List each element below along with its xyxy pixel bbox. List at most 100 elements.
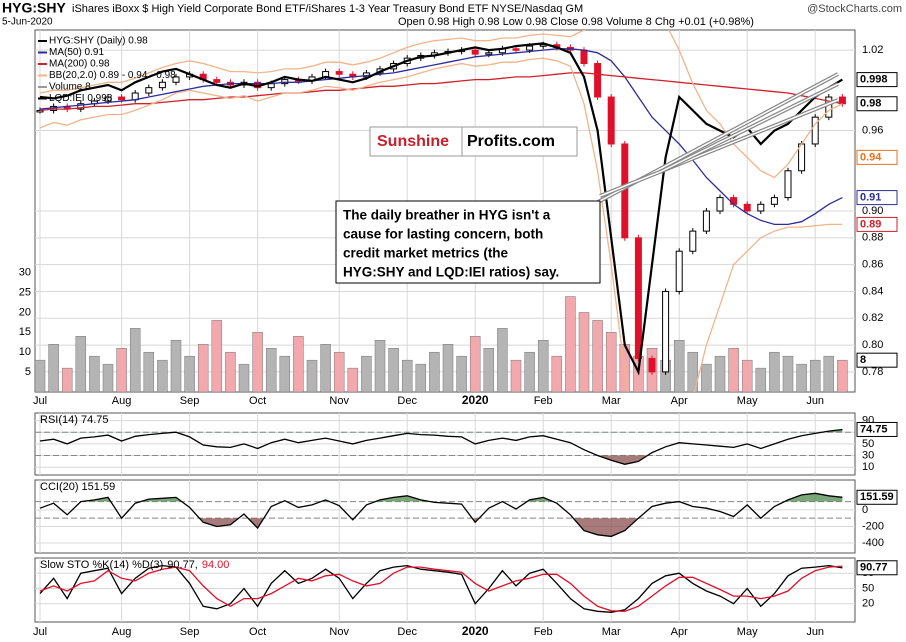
y-tick-label: -200 — [862, 520, 884, 532]
panel-title: Slow STO %K(14) %D(3) — [40, 559, 163, 571]
candle — [281, 79, 289, 85]
y-tick-label: 0 — [862, 504, 868, 516]
volume-bar — [401, 359, 413, 392]
candle — [335, 71, 343, 75]
volume-bar — [687, 351, 699, 392]
watermark-left: Sunshine — [377, 133, 449, 150]
value-tag-box — [856, 96, 898, 112]
volume-bar — [184, 355, 195, 392]
value-tag-box — [856, 421, 898, 437]
quote: Open 0.98 High 0.98 Low 0.98 Close 0.98 … — [398, 16, 754, 28]
candle — [104, 96, 112, 102]
candle — [485, 52, 493, 55]
x-tick-label: Sep — [180, 626, 200, 638]
value-tag-box — [856, 190, 898, 206]
x-tick-label: 2020 — [462, 624, 489, 638]
volume-bar — [755, 367, 767, 392]
y2-tick-label: 25 — [19, 286, 31, 298]
annotation: The daily breather in HYG isn't a cause … — [335, 200, 601, 284]
x-tick-label: Dec — [397, 395, 417, 407]
volume-bar — [578, 312, 590, 392]
series-group — [39, 564, 843, 613]
candle — [594, 63, 602, 98]
volume-bar — [265, 347, 277, 392]
symbol: HYG:SHY — [2, 0, 66, 16]
description: iShares iBoxx $ High Yield Corporate Bon… — [72, 3, 583, 15]
value-tag: 90.77 — [860, 562, 888, 574]
annotation-line: credit market metrics (the — [343, 246, 509, 261]
volume-bar — [796, 363, 807, 392]
annotation-line: HYG:SHY and LQD:IEI ratios) say. — [343, 265, 559, 280]
volume-bar — [551, 355, 563, 392]
candle — [689, 230, 697, 252]
candle — [526, 45, 534, 51]
series-line — [39, 48, 843, 226]
y-tick-label: 0.88 — [862, 232, 883, 244]
y-tick-label: 30 — [862, 449, 874, 461]
volume-bar — [497, 328, 508, 392]
y2-tick-label: 15 — [19, 326, 31, 338]
value-tag: 74.75 — [860, 423, 888, 435]
volume-bar — [701, 363, 712, 392]
legend-entry: 90.77, — [167, 559, 198, 571]
series-group — [39, 428, 843, 465]
y2-tick-label: 10 — [19, 346, 31, 358]
x-tick-label: Oct — [249, 626, 266, 638]
panel-title: CCI(20) 151.59 — [40, 481, 115, 493]
x-tick-label: Feb — [534, 626, 553, 638]
volume-bar — [741, 359, 753, 392]
value-tag-box — [856, 560, 898, 576]
volume-bar — [252, 332, 263, 392]
volume-bar — [306, 359, 318, 392]
x-tick-label: Aug — [112, 395, 132, 407]
candle — [471, 49, 479, 55]
legend-entry: LQD:IEI 0.998 — [49, 93, 113, 104]
band-fill — [121, 518, 761, 537]
panel-title: RSI(14) 74.75 — [40, 414, 108, 426]
volume-bar — [605, 332, 617, 392]
x-tick-label: Jun — [806, 395, 824, 407]
series-line — [39, 492, 843, 538]
candle — [36, 109, 44, 113]
value-tag: 0.98 — [860, 98, 881, 110]
y-tick-label: 0.90 — [862, 205, 883, 217]
x-tick-label: Oct — [249, 395, 266, 407]
volume-bar — [429, 351, 440, 392]
volume-bar — [48, 344, 59, 392]
volume-bar — [469, 336, 481, 392]
plot-area: 0.78 0.80 0.82 0.84 0.86 0.88 0.90 0.96 1.02 5 10 1… — [19, 29, 884, 623]
y-tick-label: 0.86 — [862, 259, 883, 271]
x-tick-label: Mar — [602, 626, 621, 638]
y-tick-label: 0.80 — [862, 339, 883, 351]
x-tick-label: Apr — [671, 626, 688, 638]
candle — [825, 96, 833, 118]
volume-bar — [456, 355, 467, 392]
volume-bar — [524, 351, 535, 392]
watermark-box — [369, 126, 578, 157]
y2-tick-label: 30 — [19, 267, 31, 279]
series-line — [39, 72, 843, 112]
watermark-right: Profits.com — [467, 133, 555, 150]
y-tick-label: 10 — [862, 461, 874, 473]
date: 5-Jun-2020 — [2, 17, 53, 28]
annotation-line: The daily breather in HYG isn't a — [343, 208, 551, 223]
volume-bar — [102, 363, 114, 392]
candle — [118, 96, 126, 101]
y-tick-label: 0.82 — [862, 312, 883, 324]
volume-bar — [728, 347, 739, 392]
candle — [172, 76, 180, 83]
watermark: Sunshine Profits.com — [369, 126, 578, 157]
volume-bar — [483, 347, 495, 392]
value-tag: 151.59 — [860, 491, 894, 503]
volume-bar — [75, 336, 87, 392]
series-line — [39, 30, 843, 179]
legend-entry: BB(20,2.0) 0.89 - 0.94 - 0.98 — [49, 70, 176, 81]
value-tag: 0.998 — [860, 74, 888, 86]
x-tick-label: Feb — [534, 395, 553, 407]
value-tag-box — [856, 216, 898, 232]
y2-tick-label: 20 — [19, 306, 31, 318]
volume-bar — [293, 336, 304, 392]
x-tick-label: Aug — [112, 626, 132, 638]
volume-bar — [333, 351, 345, 392]
candle — [158, 81, 166, 89]
